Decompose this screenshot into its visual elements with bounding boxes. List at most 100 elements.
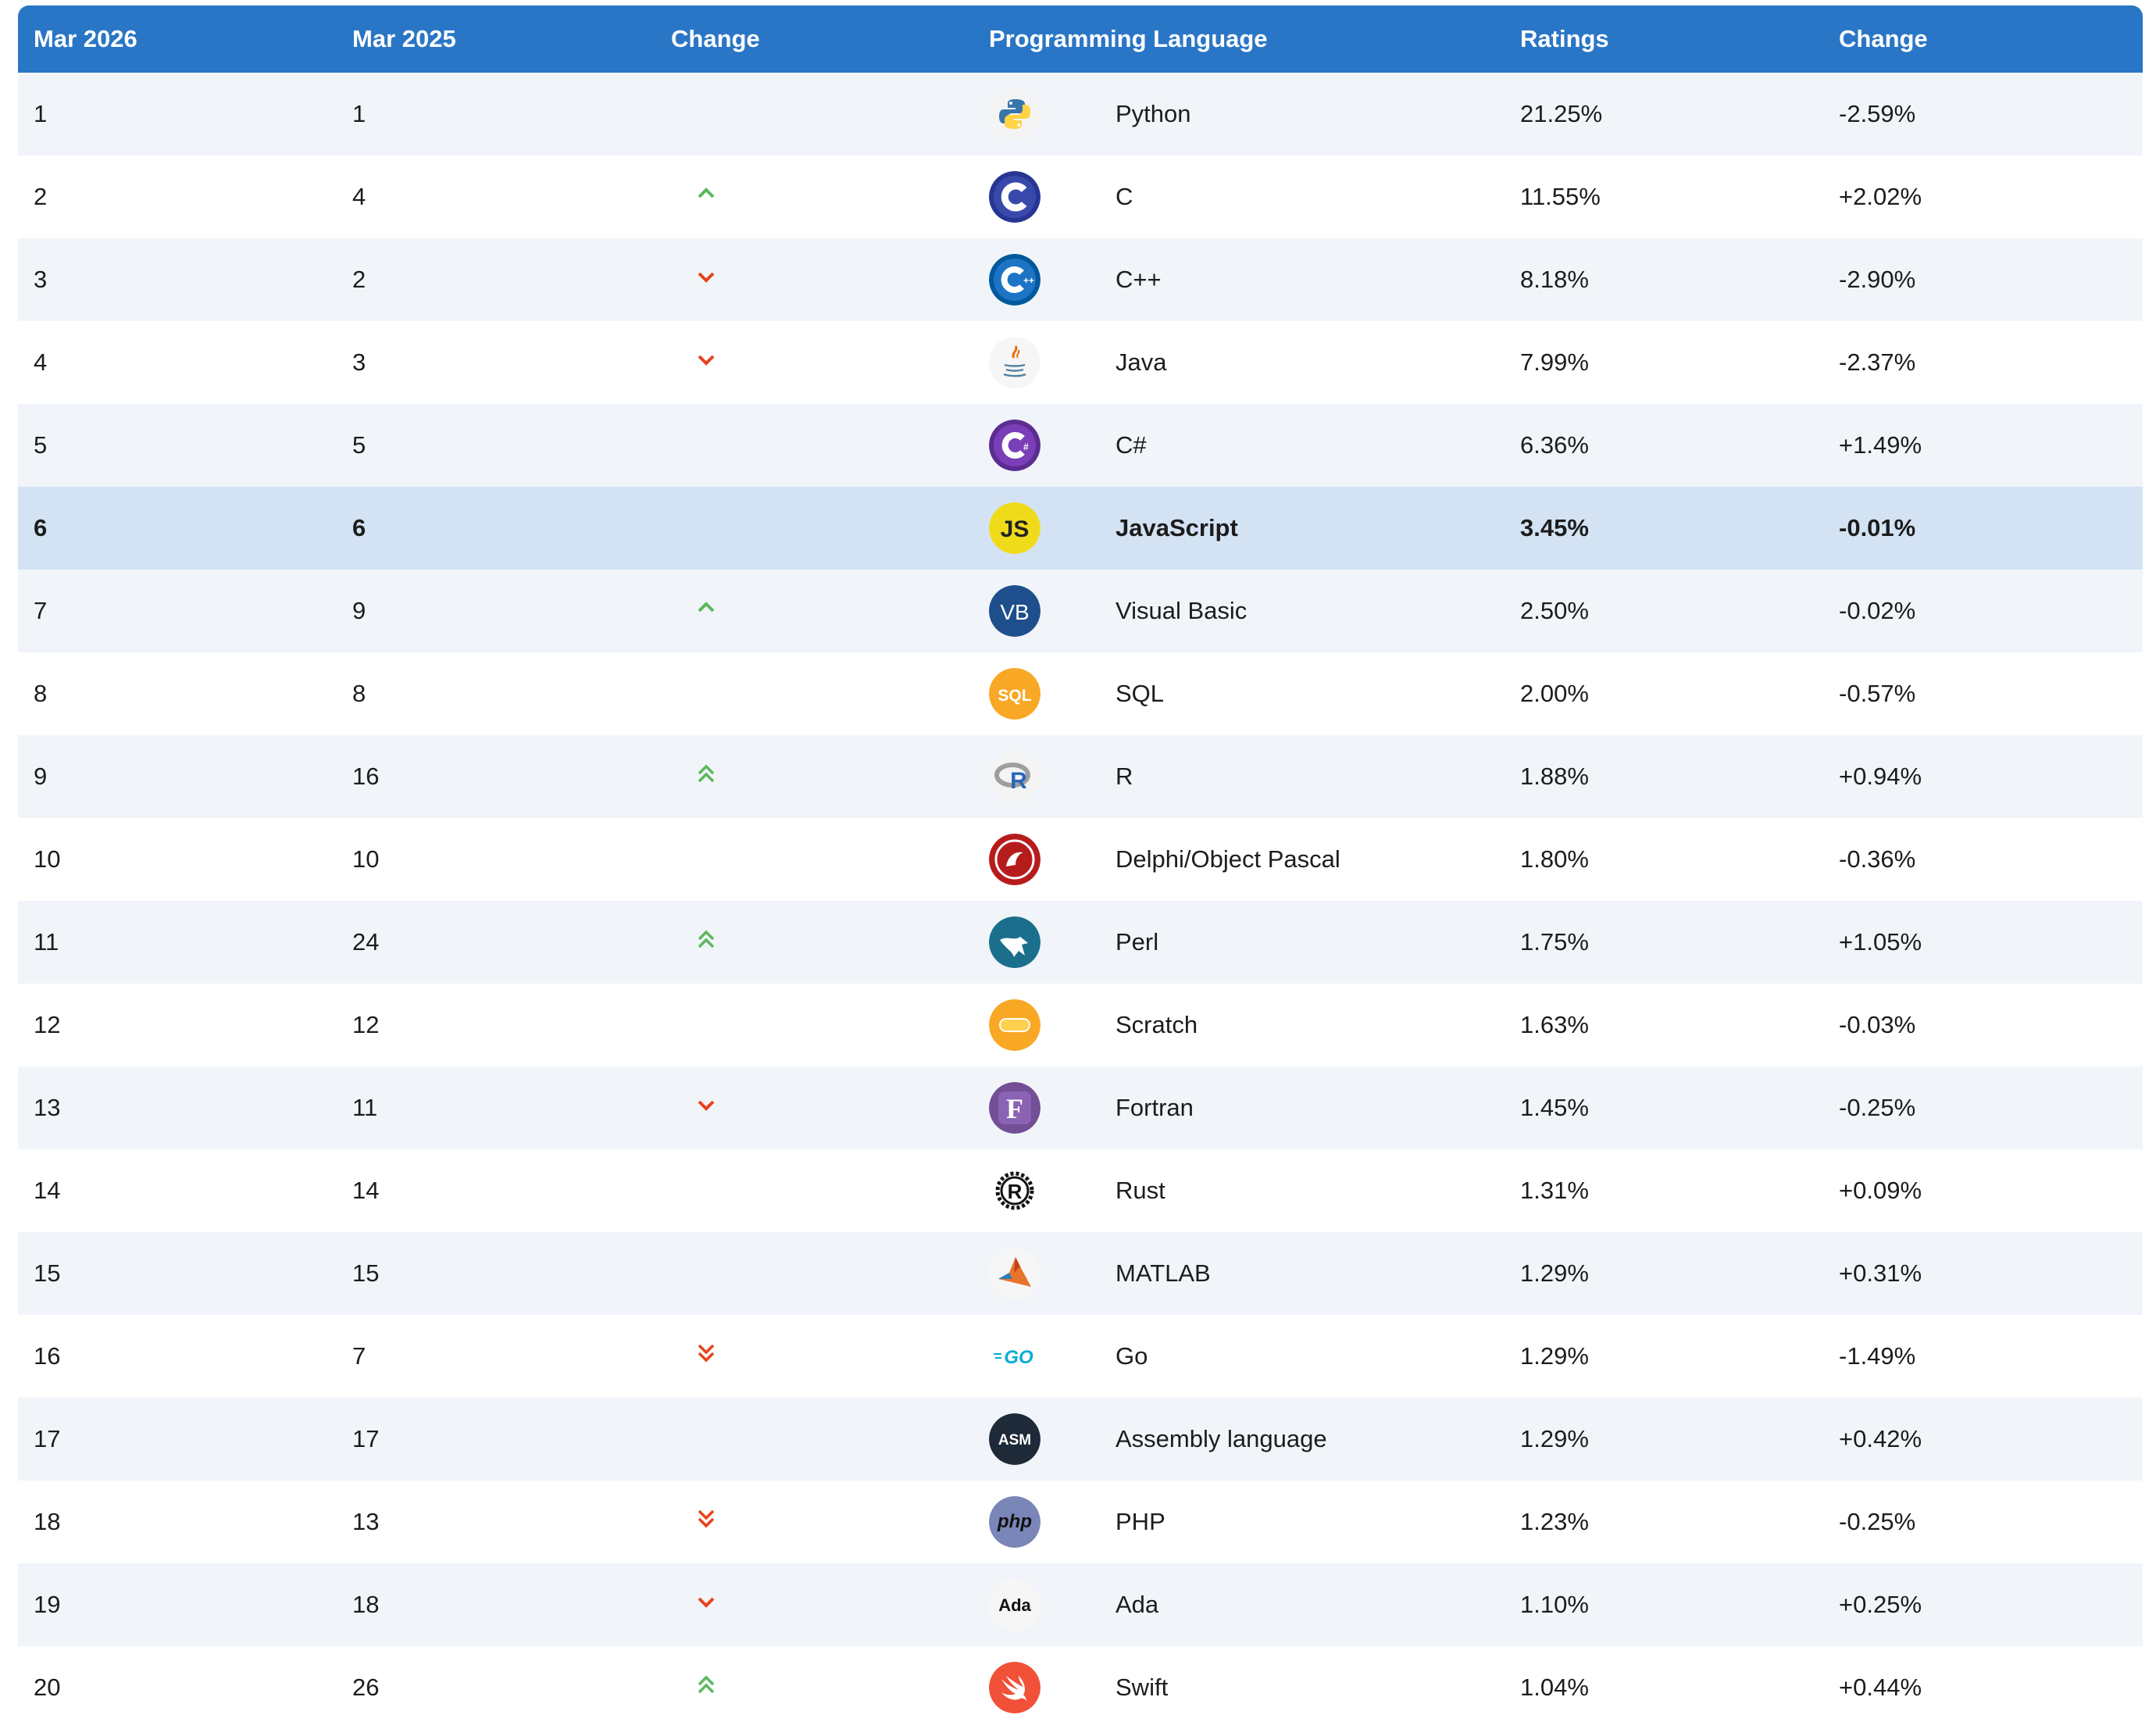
header-language[interactable]: Programming Language [989, 25, 1268, 52]
csharp-logo-icon: # [989, 420, 1041, 471]
rank-current: 1 [34, 100, 48, 127]
table-row[interactable]: 9 16 R R 1.88% +0.94% [18, 735, 2143, 818]
language-name[interactable]: Visual Basic [1115, 597, 1248, 624]
language-name[interactable]: Java [1115, 348, 1167, 376]
header-ratings[interactable]: Ratings [1520, 25, 1609, 52]
table-row[interactable]: 8 8 SQL SQL 2.00% -0.57% [18, 652, 2143, 735]
rating-value: 2.00% [1520, 680, 1589, 707]
change-value: -1.49% [1839, 1342, 1916, 1370]
language-cell: Perl [973, 916, 1505, 968]
table-row[interactable]: 6 6 JS JavaScript 3.45% -0.01% [18, 487, 2143, 570]
rank-change [655, 1341, 973, 1371]
ada-logo-icon: Ada [989, 1579, 1041, 1631]
table-row[interactable]: 2 4 C 11.55% +2.02% [18, 155, 2143, 238]
rank-current: 13 [34, 1094, 61, 1121]
language-name[interactable]: JavaScript [1115, 514, 1238, 541]
rank-previous: 5 [352, 431, 366, 459]
svg-text:++: ++ [1023, 275, 1034, 286]
rank-previous: 14 [352, 1177, 380, 1204]
table-row[interactable]: 4 3 Java 7.99% -2.37% [18, 321, 2143, 404]
table-row[interactable]: 15 15 MATLAB 1.29% +0.31% [18, 1232, 2143, 1315]
rating-value: 11.55% [1520, 183, 1601, 210]
table-row[interactable]: 3 2 ++ C++ 8.18% -2.90% [18, 238, 2143, 321]
trend-down-icon [694, 1341, 718, 1365]
fortran-logo-icon: F [989, 1082, 1041, 1134]
trend-down-icon [694, 1590, 718, 1613]
table-row[interactable]: 14 14 R Rust 1.31% +0.09% [18, 1149, 2143, 1232]
rank-change [655, 1507, 973, 1537]
table-row[interactable]: 1 1 Python 21.25% -2.59% [18, 73, 2143, 155]
language-name[interactable]: Rust [1115, 1177, 1165, 1204]
language-name[interactable]: PHP [1115, 1508, 1165, 1535]
table-row[interactable]: 19 18 Ada Ada 1.10% +0.25% [18, 1563, 2143, 1646]
language-name[interactable]: Python [1115, 100, 1191, 127]
language-name[interactable]: Swift [1115, 1674, 1169, 1701]
svg-text:F: F [1006, 1093, 1023, 1124]
python-logo-icon [989, 88, 1041, 140]
language-cell: C [973, 171, 1505, 223]
rank-previous: 17 [352, 1425, 380, 1452]
rank-previous: 18 [352, 1591, 380, 1618]
change-value: +0.42% [1839, 1425, 1922, 1452]
swift-logo-icon [989, 1662, 1041, 1713]
header-change-arrow[interactable]: Change [671, 25, 760, 52]
language-name[interactable]: Ada [1115, 1591, 1159, 1618]
language-name[interactable]: Fortran [1115, 1094, 1194, 1121]
table-row[interactable]: 12 12 Scratch 1.63% -0.03% [18, 984, 2143, 1066]
table-row[interactable]: 7 9 VB Visual Basic 2.50% -0.02% [18, 570, 2143, 652]
change-value: -0.25% [1839, 1508, 1916, 1535]
language-name[interactable]: Scratch [1115, 1011, 1198, 1038]
header-rank-current[interactable]: Mar 2026 [34, 25, 137, 52]
rank-current: 19 [34, 1591, 61, 1618]
language-name[interactable]: C# [1115, 431, 1147, 459]
table-row[interactable]: 17 17 ASM Assembly language 1.29% +0.42% [18, 1398, 2143, 1481]
rank-change [655, 182, 973, 212]
header-rank-previous[interactable]: Mar 2025 [352, 25, 456, 52]
table-row[interactable]: 16 7 GO Go 1.29% -1.49% [18, 1315, 2143, 1398]
table-row[interactable]: 5 5 # C# 6.36% +1.49% [18, 404, 2143, 487]
change-value: +1.49% [1839, 431, 1922, 459]
rank-current: 14 [34, 1177, 61, 1204]
change-value: -0.02% [1839, 597, 1916, 624]
go-logo-icon: GO [989, 1331, 1041, 1382]
change-value: +0.94% [1839, 763, 1922, 790]
table-row[interactable]: 13 11 F Fortran 1.45% -0.25% [18, 1066, 2143, 1149]
visual-basic-logo-icon: VB [989, 585, 1041, 637]
table-row[interactable]: 10 10 Delphi/Object Pascal 1.80% -0.36% [18, 818, 2143, 901]
language-cell: SQL SQL [973, 668, 1505, 720]
change-value: +0.09% [1839, 1177, 1922, 1204]
header-change-pct[interactable]: Change [1839, 25, 1928, 52]
c-logo-icon [989, 171, 1041, 223]
language-name[interactable]: Go [1115, 1342, 1148, 1370]
language-cell: R Rust [973, 1165, 1505, 1216]
rank-previous: 13 [352, 1508, 380, 1535]
rank-current: 4 [34, 348, 48, 376]
change-value: -0.25% [1839, 1094, 1916, 1121]
rank-current: 20 [34, 1674, 61, 1701]
language-name[interactable]: Perl [1115, 928, 1159, 956]
language-name[interactable]: C++ [1115, 266, 1162, 293]
language-name[interactable]: Assembly language [1115, 1425, 1327, 1452]
rank-current: 11 [34, 928, 59, 956]
language-name[interactable]: MATLAB [1115, 1259, 1211, 1287]
trend-down-icon [694, 1507, 718, 1531]
change-value: -2.37% [1839, 348, 1916, 376]
language-name[interactable]: Delphi/Object Pascal [1115, 845, 1340, 873]
table-row[interactable]: 11 24 Perl 1.75% +1.05% [18, 901, 2143, 984]
rating-value: 1.29% [1520, 1425, 1589, 1452]
language-name[interactable]: R [1115, 763, 1133, 790]
rank-previous: 15 [352, 1259, 380, 1287]
rating-value: 1.23% [1520, 1508, 1589, 1535]
table-header: Mar 2026 Mar 2025 Change Programming Lan… [18, 5, 2143, 73]
trend-up-icon [694, 762, 718, 785]
rank-current: 16 [34, 1342, 61, 1370]
rank-previous: 4 [352, 183, 366, 210]
language-name[interactable]: SQL [1115, 680, 1165, 707]
rating-value: 1.29% [1520, 1342, 1589, 1370]
trend-down-icon [694, 265, 718, 288]
trend-up-icon [694, 1673, 718, 1696]
table-row[interactable]: 20 26 Swift 1.04% +0.44% [18, 1646, 2143, 1729]
language-name[interactable]: C [1115, 183, 1133, 210]
rank-current: 8 [34, 680, 48, 707]
table-row[interactable]: 18 13 php PHP 1.23% -0.25% [18, 1481, 2143, 1563]
